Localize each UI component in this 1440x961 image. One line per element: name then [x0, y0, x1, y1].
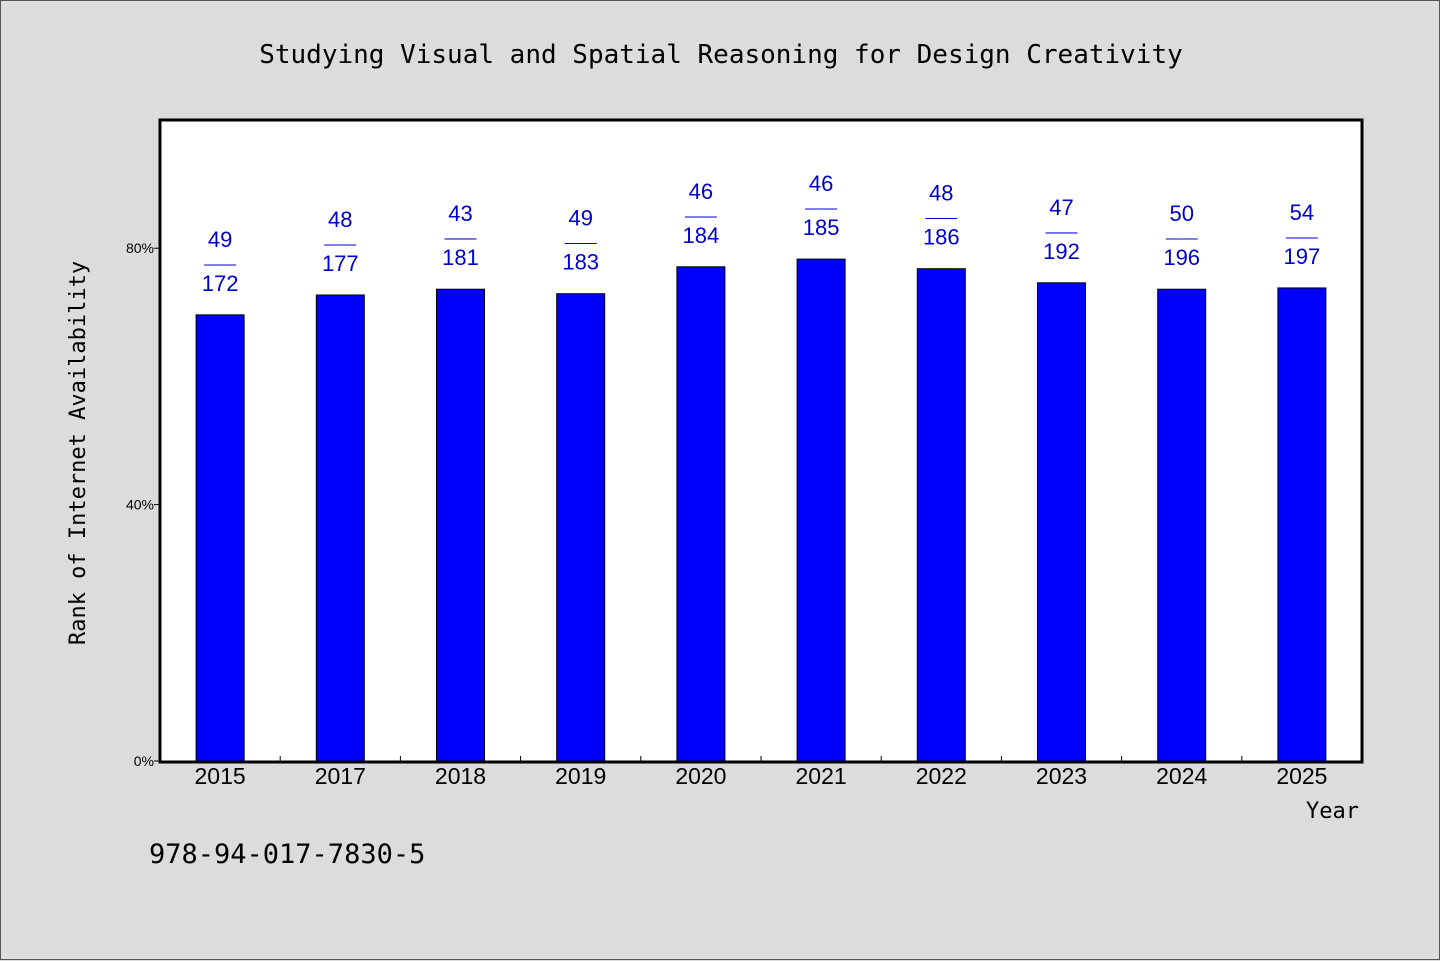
data-label-bottom: 177 — [322, 251, 359, 276]
bar-2015 — [195, 314, 245, 762]
data-label-top: 43 — [448, 201, 472, 226]
data-label-2017: 48 ——177 — [322, 207, 359, 276]
y-axis-ticks: 0% 40% 80% — [126, 240, 160, 769]
data-label-bottom: 186 — [923, 225, 960, 250]
data-label-separator: —— — [324, 236, 356, 253]
data-label-bottom: 185 — [803, 215, 840, 240]
data-label-bottom: 172 — [202, 271, 239, 296]
y-tick-label-80: 80% — [126, 240, 154, 256]
data-label-2018: 43 ——181 — [442, 201, 479, 270]
data-label-separator: —— — [565, 235, 597, 252]
y-axis-label: Rank of Internet Availability — [66, 261, 91, 645]
x-tick-label-2022: 2022 — [916, 763, 967, 789]
x-axis-label: Year — [1306, 799, 1359, 824]
data-label-top: 47 — [1049, 195, 1073, 220]
data-label-separator: —— — [805, 200, 837, 217]
data-label-2023: 47 ——192 — [1043, 195, 1080, 264]
bar-2018 — [436, 288, 485, 762]
data-label-bottom: 197 — [1284, 244, 1321, 269]
bar-2024 — [1157, 288, 1207, 762]
bars-layer — [195, 258, 1327, 762]
x-tick-label-2020: 2020 — [675, 763, 726, 789]
bar-2022 — [916, 268, 966, 762]
data-label-top: 49 — [568, 206, 592, 231]
isbn-text: 978-94-017-7830-5 — [149, 839, 425, 870]
x-tick-label-2024: 2024 — [1156, 763, 1207, 789]
data-label-bottom: 184 — [683, 223, 720, 248]
x-tick-label-2019: 2019 — [555, 763, 606, 789]
data-label-bottom: 196 — [1163, 245, 1200, 270]
x-tick-label-2018: 2018 — [435, 763, 486, 789]
x-tick-label-2025: 2025 — [1276, 763, 1327, 789]
data-label-bottom: 183 — [562, 250, 599, 275]
bar-2019 — [556, 293, 606, 762]
data-label-2015: 49 ——172 — [202, 227, 239, 296]
data-label-bottom: 181 — [442, 245, 479, 270]
data-label-2019: 49 ——183 — [562, 206, 599, 275]
bar-2023 — [1037, 282, 1086, 762]
data-label-2025: 54 ——197 — [1284, 200, 1321, 269]
data-label-separator: —— — [1046, 224, 1078, 241]
chart-title: Studying Visual and Spatial Reasoning fo… — [259, 40, 1183, 70]
data-label-bottom: 192 — [1043, 239, 1080, 264]
data-label-top: 46 — [689, 179, 713, 204]
x-axis-ticks: 2015 2017 2018 2019 2020 2021 2022 2023 2024 2025 — [195, 756, 1327, 789]
bar-2025 — [1277, 287, 1327, 762]
data-label-2020: 46 ——184 — [683, 179, 720, 248]
bar-2020 — [676, 266, 726, 762]
data-label-separator: —— — [1166, 230, 1198, 247]
x-tick-label-2021: 2021 — [796, 763, 847, 789]
y-tick-label-0: 0% — [134, 753, 154, 769]
x-tick-label-2023: 2023 — [1036, 763, 1087, 789]
data-label-2024: 50 ——196 — [1163, 201, 1200, 270]
data-label-2022: 48 ——186 — [923, 181, 960, 250]
data-label-separator: —— — [1286, 229, 1318, 246]
data-label-separator: —— — [445, 230, 477, 247]
x-tick-label-2015: 2015 — [195, 763, 246, 789]
x-tick-label-2017: 2017 — [315, 763, 366, 789]
bar-2021 — [796, 258, 846, 762]
y-tick-label-40: 40% — [126, 497, 154, 513]
data-label-top: 48 — [929, 181, 953, 206]
data-labels-layer: 49——17248——17743——18149——18346——18446——1… — [202, 171, 1321, 296]
data-label-separator: —— — [685, 208, 717, 225]
data-label-top: 48 — [328, 207, 352, 232]
data-label-separator: —— — [204, 256, 236, 273]
data-label-top: 54 — [1290, 200, 1314, 225]
data-label-top: 50 — [1169, 201, 1193, 226]
bar-2017 — [315, 294, 365, 762]
data-label-top: 49 — [208, 227, 232, 252]
data-label-2021: 46 ——185 — [803, 171, 840, 240]
data-label-separator: —— — [925, 210, 957, 227]
data-label-top: 46 — [809, 171, 833, 196]
